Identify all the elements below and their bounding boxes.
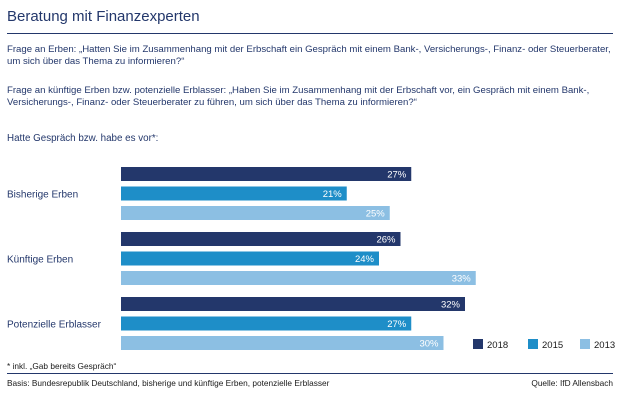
- footnote: * inkl. „Gab bereits Gespräch“: [7, 361, 117, 371]
- category-label: Potenzielle Erblasser: [7, 320, 102, 331]
- bar-2018: [121, 297, 465, 311]
- bar-value-label: 27%: [387, 319, 407, 330]
- bar-2013: [121, 271, 476, 285]
- legend-swatch-2015: [528, 339, 538, 349]
- legend-label: 2013: [594, 340, 615, 351]
- bar-value-label: 21%: [323, 189, 343, 200]
- bar-value-label: 26%: [376, 235, 396, 246]
- bar-value-label: 32%: [441, 300, 461, 311]
- legend-swatch-2018: [473, 339, 483, 349]
- legend-swatch-2013: [580, 339, 590, 349]
- legend-label: 2015: [542, 340, 563, 351]
- chart-subhead: Hatte Gespräch bzw. habe es vor*:: [7, 133, 159, 144]
- question-heirs: Frage an Erben: „Hatten Sie im Zusammenh…: [7, 44, 611, 67]
- footer-divider: [7, 373, 613, 374]
- category-label: Künftige Erben: [7, 255, 73, 266]
- bar-value-label: 24%: [355, 254, 375, 265]
- chart-title: Beratung mit Finanzexperten: [7, 8, 200, 25]
- bar-value-label: 27%: [387, 170, 407, 181]
- legend-label: 2018: [487, 340, 508, 351]
- bar-2015: [121, 316, 412, 331]
- bar-value-label: 33%: [452, 274, 472, 285]
- bar-2013: [121, 336, 444, 350]
- source-note: Quelle: IfD Allensbach: [531, 378, 613, 388]
- bar-2018: [121, 167, 412, 181]
- bar-value-label: 25%: [366, 209, 386, 220]
- basis-note: Basis: Bundesrepublik Deutschland, bishe…: [7, 378, 330, 388]
- bar-value-label: 30%: [419, 339, 439, 350]
- bar-2015: [121, 251, 379, 266]
- bar-2018: [121, 232, 401, 246]
- category-label: Bisherige Erben: [7, 190, 78, 201]
- question-future-heirs: Frage an künftige Erben bzw. potenzielle…: [7, 85, 590, 108]
- bar-2013: [121, 206, 390, 220]
- title-divider: [7, 33, 613, 34]
- bar-2015: [121, 186, 347, 201]
